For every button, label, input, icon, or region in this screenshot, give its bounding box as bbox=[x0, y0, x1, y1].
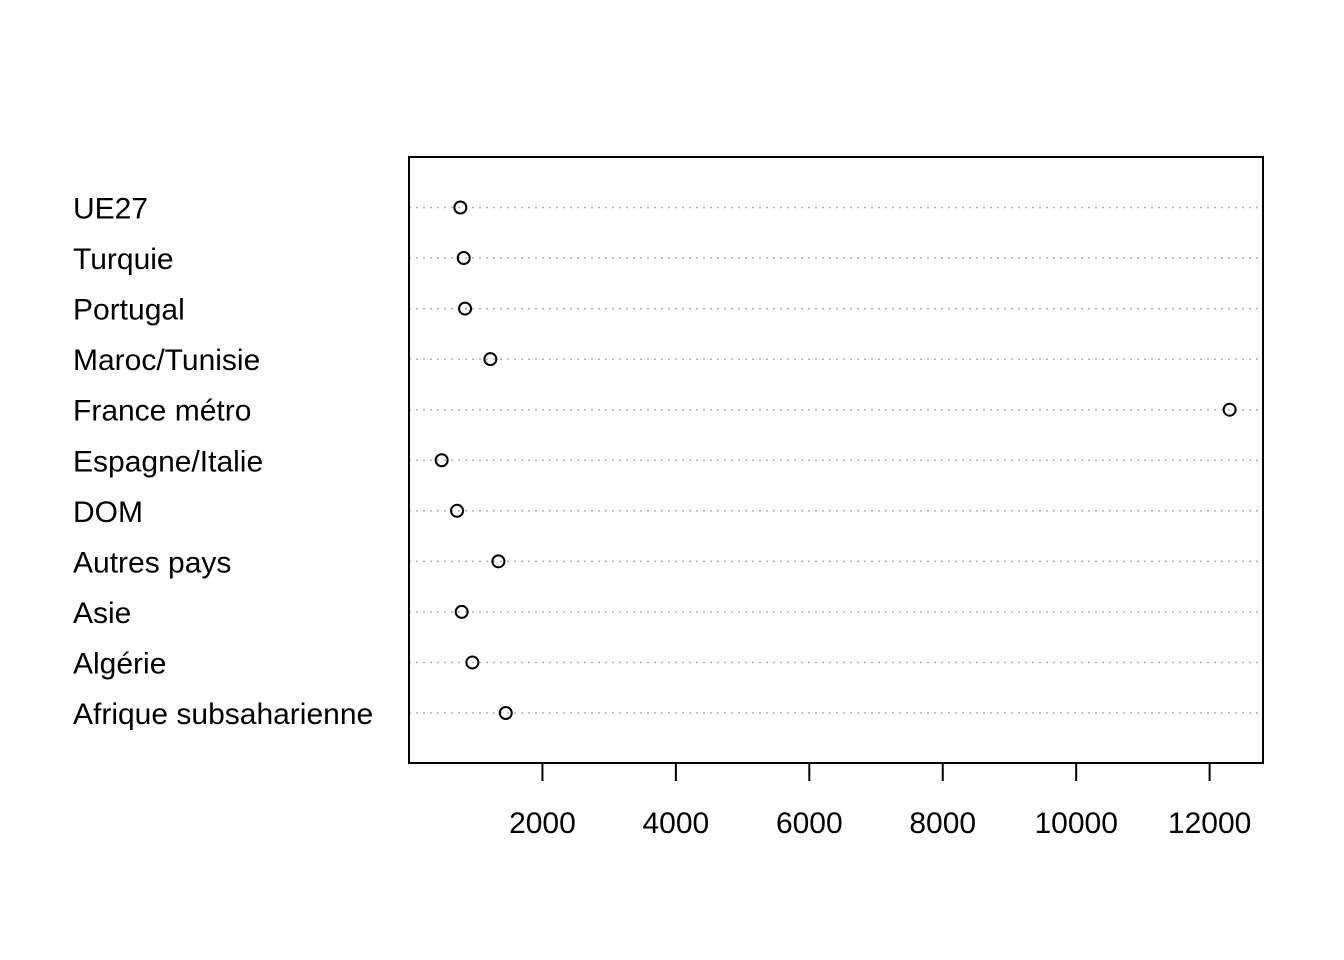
category-label-turquie: Turquie bbox=[73, 243, 174, 276]
category-label-afrique-subsaharienne: Afrique subsaharienne bbox=[73, 698, 373, 731]
x-tick-label-4000: 4000 bbox=[643, 807, 710, 840]
point-ue27 bbox=[453, 200, 468, 215]
x-tick-label-8000: 8000 bbox=[909, 807, 976, 840]
point-autres-pays bbox=[491, 554, 506, 569]
point-portugal bbox=[458, 301, 473, 316]
point-asie bbox=[454, 604, 469, 619]
category-label-ue27: UE27 bbox=[73, 193, 148, 226]
category-label-espagne-italie: Espagne/Italie bbox=[73, 445, 263, 478]
point-maroc-tunisie bbox=[483, 352, 498, 367]
point-dom bbox=[450, 503, 465, 518]
guide-lines bbox=[409, 206, 1263, 714]
category-label-autres-pays: Autres pays bbox=[73, 546, 231, 579]
x-tick-label-6000: 6000 bbox=[776, 807, 843, 840]
point-algerie bbox=[465, 655, 480, 670]
category-label-dom: DOM bbox=[73, 496, 143, 529]
x-tick-label-12000: 12000 bbox=[1168, 807, 1251, 840]
category-label-france-metro: France métro bbox=[73, 395, 251, 428]
point-afrique-subsaharienne bbox=[498, 706, 513, 720]
x-tick-label-10000: 10000 bbox=[1034, 807, 1117, 840]
point-espagne-italie bbox=[434, 453, 449, 468]
data-points bbox=[434, 200, 1237, 720]
category-label-asie: Asie bbox=[73, 597, 131, 630]
x-tick-label-2000: 2000 bbox=[509, 807, 576, 840]
category-labels: Afrique subsaharienne Algérie Asie Autres p… bbox=[73, 193, 373, 732]
x-axis: 2000 4000 6000 8000 10000 12000 bbox=[509, 762, 1251, 840]
category-label-algerie: Algérie bbox=[73, 647, 166, 680]
category-label-maroc-tunisie: Maroc/Tunisie bbox=[73, 344, 260, 377]
point-turquie bbox=[456, 251, 471, 266]
point-france-metro bbox=[1222, 402, 1237, 417]
category-label-portugal: Portugal bbox=[73, 294, 185, 327]
